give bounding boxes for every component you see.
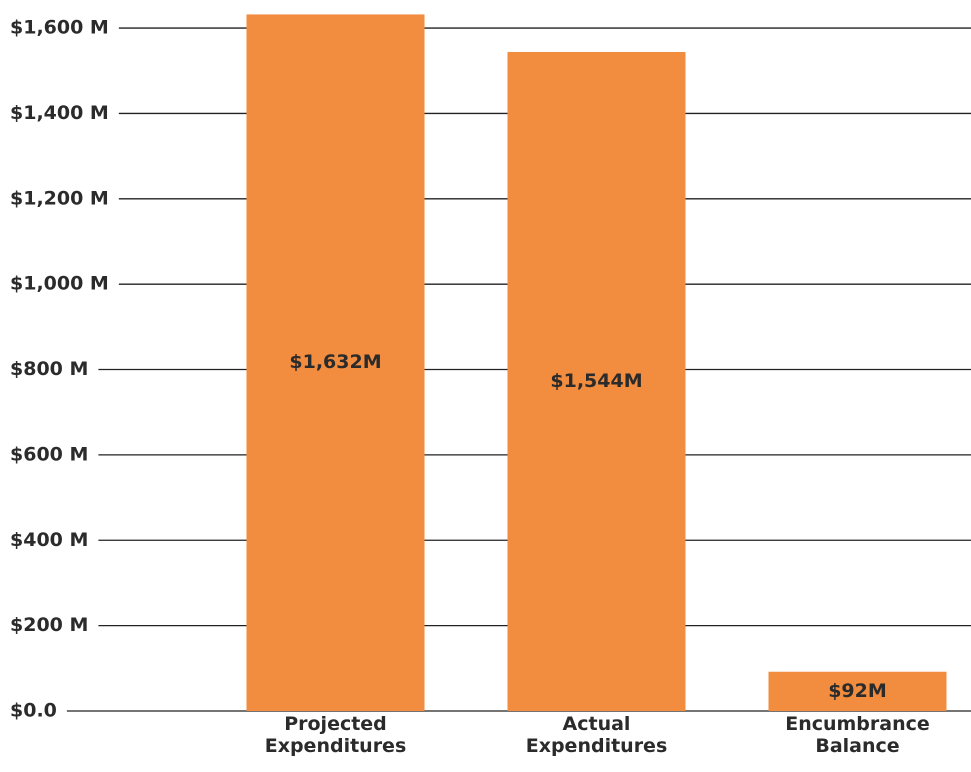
data-label: $1,632M [289, 351, 381, 373]
x-tick-label: Encumbrance Balance [785, 713, 930, 757]
y-tick-label: $1,000 M [10, 273, 109, 295]
bar [507, 51, 686, 712]
data-label: $1,544M [550, 370, 642, 392]
x-tick-label: Actual Expenditures [525, 713, 668, 757]
data-label: $92M [828, 680, 887, 702]
y-tick-label: $0.0 [10, 700, 57, 722]
bar [246, 14, 425, 712]
x-tick-label: Projected Expenditures [264, 713, 407, 757]
y-tick-label: $600 M [10, 443, 88, 465]
y-tick-label: $800 M [10, 358, 88, 380]
y-tick-label: $1,400 M [10, 102, 109, 124]
y-tick-label: $1,200 M [10, 187, 109, 209]
bar [768, 671, 947, 711]
y-tick-label: $200 M [10, 614, 88, 636]
y-tick-label: $1,600 M [10, 17, 109, 39]
y-tick-label: $400 M [10, 529, 88, 551]
